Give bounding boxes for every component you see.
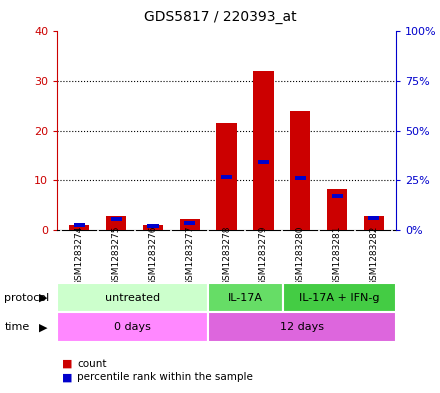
- Text: untreated: untreated: [105, 293, 160, 303]
- Text: IL-17A + IFN-g: IL-17A + IFN-g: [299, 293, 380, 303]
- Text: GSM1283282: GSM1283282: [370, 225, 378, 286]
- Text: time: time: [4, 322, 29, 332]
- Text: protocol: protocol: [4, 293, 50, 303]
- Text: percentile rank within the sample: percentile rank within the sample: [77, 372, 253, 382]
- Text: ■: ■: [62, 358, 72, 369]
- Bar: [368, 216, 379, 220]
- Bar: [327, 189, 347, 230]
- Text: GDS5817 / 220393_at: GDS5817 / 220393_at: [144, 10, 296, 24]
- Bar: [295, 176, 306, 180]
- Bar: [290, 111, 310, 230]
- Bar: [147, 224, 158, 228]
- Bar: [110, 217, 122, 221]
- Text: GSM1283275: GSM1283275: [112, 225, 121, 286]
- Bar: [74, 223, 85, 227]
- Bar: [331, 194, 343, 198]
- Text: GSM1283276: GSM1283276: [148, 225, 158, 286]
- Text: ▶: ▶: [39, 293, 48, 303]
- Bar: [180, 219, 200, 230]
- Bar: [221, 175, 232, 179]
- Text: ■: ■: [62, 372, 72, 382]
- Bar: [208, 283, 283, 312]
- Bar: [57, 312, 208, 342]
- Bar: [258, 160, 269, 164]
- Bar: [57, 283, 208, 312]
- Bar: [184, 221, 195, 225]
- Text: 12 days: 12 days: [280, 322, 324, 332]
- Bar: [216, 123, 237, 230]
- Text: GSM1283274: GSM1283274: [75, 225, 84, 286]
- Text: ▶: ▶: [39, 322, 48, 332]
- Bar: [253, 71, 274, 230]
- Text: GSM1283279: GSM1283279: [259, 225, 268, 286]
- Bar: [283, 283, 396, 312]
- Text: IL-17A: IL-17A: [228, 293, 263, 303]
- Text: GSM1283277: GSM1283277: [185, 225, 194, 286]
- Text: GSM1283280: GSM1283280: [296, 225, 305, 286]
- Text: 0 days: 0 days: [114, 322, 151, 332]
- Bar: [106, 216, 126, 230]
- Text: count: count: [77, 358, 106, 369]
- Text: GSM1283281: GSM1283281: [333, 225, 341, 286]
- Bar: [143, 225, 163, 230]
- Bar: [69, 225, 89, 230]
- Bar: [208, 312, 396, 342]
- Bar: [364, 216, 384, 230]
- Text: GSM1283278: GSM1283278: [222, 225, 231, 286]
